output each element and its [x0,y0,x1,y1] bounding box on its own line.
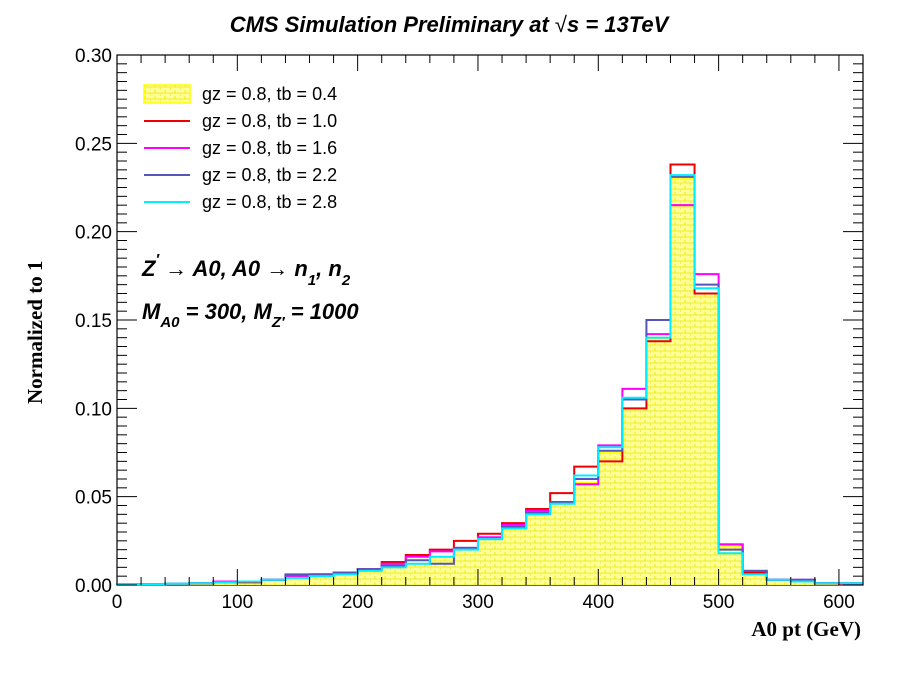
series-1-bin [574,482,599,585]
annotation-masses-sub-a0: A0 [159,314,180,331]
series-1-bin [598,452,623,585]
annotation-process-sub1: 1 [308,272,316,289]
series-2 [116,163,863,586]
x-tick-label: 500 [703,592,735,613]
annotation-masses-end: = 1000 [285,299,360,324]
x-tick-label: 300 [462,592,494,613]
y-tick-label: 0.20 [75,223,112,244]
annotation-masses: MA0 = 300, MZ′ = 1000 [142,299,359,331]
series-1-bin [550,503,575,585]
series-1-bin [670,178,695,585]
annotation-process-arrow: → A0, A0 → n [159,256,308,281]
x-tick-label: 100 [221,592,253,613]
annotation-process: Z′ → A0, A0 → n1, n2 [141,251,351,289]
series-1-bin [453,549,478,585]
series-1-bin [357,570,382,585]
series-4-outline [116,175,863,586]
series-1-bin [261,579,286,585]
series-1-bin [766,579,791,585]
series-1-bin [502,528,527,585]
series-1-bin [646,337,671,585]
annotation-process-n2: , n [315,256,342,281]
series-1-bin [694,293,719,585]
series-4 [116,175,863,586]
series-1-bin [622,408,647,585]
y-tick-label: 0.15 [75,311,112,332]
x-axis-label: A0 pt (GeV) [751,617,861,641]
y-tick-label: 0.30 [75,46,112,67]
annotation-process-z: Z [141,256,157,281]
y-tick-label: 0.00 [75,576,112,597]
series-2-outline [116,163,863,586]
chart-title-s: s [567,12,579,37]
series-1-bin [718,546,743,585]
legend: gz = 0.8, tb = 0.4 gz = 0.8, tb = 1.0 gz =… [143,84,337,212]
series-1-bin [477,539,503,585]
series-5-outline [116,174,863,586]
annotation-masses-m: M [142,299,161,324]
series-1-bin [285,577,310,585]
y-tick-label: 0.05 [75,488,112,509]
chart-title-sqrt: √ [555,12,568,37]
series-1-bin [526,514,551,585]
annotation-masses-sub-z: Z′ [271,314,286,331]
x-tick-label: 400 [582,592,614,613]
series-1-outline [116,177,863,585]
series-1-bin [742,574,767,585]
x-tick-label: 600 [823,592,855,613]
annotation-process-prime: ′ [155,251,160,268]
series-1-bin [309,576,334,585]
x-tick-label: 200 [342,592,374,613]
legend-item: gz = 0.8, tb = 0.4 [143,84,337,104]
legend-label: gz = 0.8, tb = 2.8 [202,192,337,212]
series-1 [116,177,863,585]
annotation-process-sub2: 2 [341,272,351,289]
legend-label: gz = 0.8, tb = 2.2 [202,165,337,185]
chart-title: CMS Simulation Preliminary at √s = 13TeV [230,12,671,37]
chart-title-main: CMS Simulation Preliminary at [230,12,555,37]
legend-item: gz = 0.8, tb = 2.8 [144,192,337,212]
legend-item: gz = 0.8, tb = 2.2 [144,165,337,185]
series-1-bin [213,582,238,585]
series-5 [116,174,863,586]
tick-layer: 0 100 200 300 400 500 600 0.00 0.05 0.10 0.15 0.20 0… [75,46,864,613]
x-tick-label: 0 [112,592,123,613]
y-axis-label: Normalized to 1 [23,261,47,404]
y-tick-label: 0.25 [75,134,112,155]
legend-label: gz = 0.8, tb = 1.6 [202,138,337,158]
series-1-bin [405,563,430,585]
legend-item: gz = 0.8, tb = 1.0 [144,111,337,131]
legend-label: gz = 0.8, tb = 1.0 [202,111,337,131]
series-1-bin [429,556,454,585]
legend-item: gz = 0.8, tb = 1.6 [144,138,337,158]
chart-title-rest: = 13TeV [579,12,670,37]
series-1-bin [381,567,406,585]
y-tick-label: 0.10 [75,399,112,420]
series-1-bin [790,581,815,585]
legend-swatch [143,84,191,104]
series-layer [116,163,863,586]
annotation-masses-mid: = 300, M [180,299,273,324]
series-1-bin [333,574,358,585]
legend-label: gz = 0.8, tb = 0.4 [202,84,337,104]
